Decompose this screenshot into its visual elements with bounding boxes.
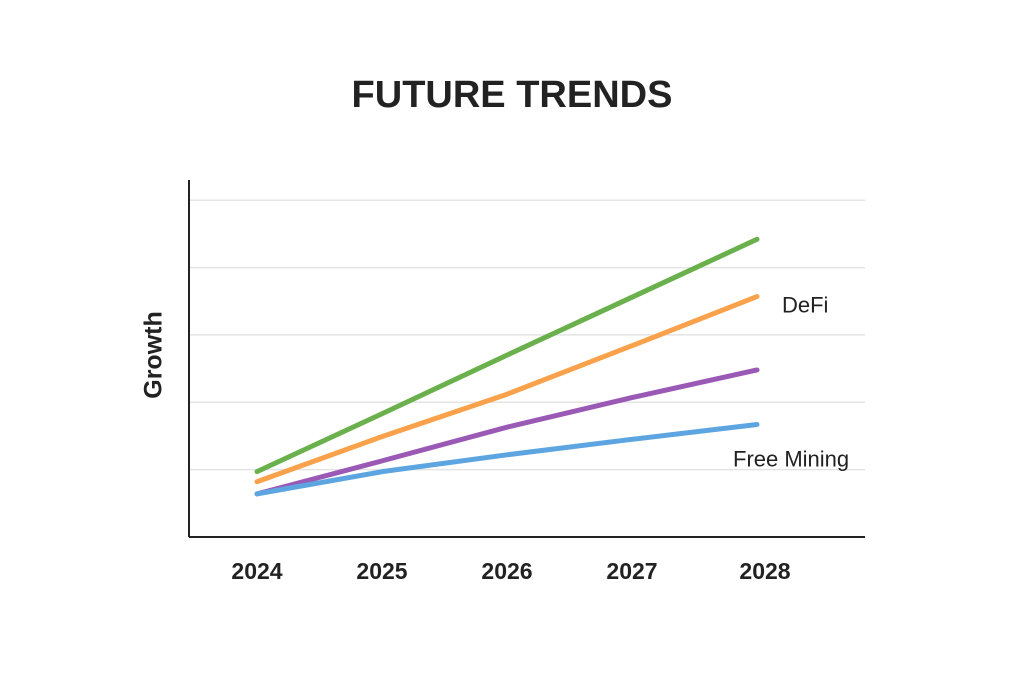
series-line (254, 367, 760, 497)
x-tick-label: 2025 (356, 558, 407, 584)
series-label: Free Mining (733, 446, 849, 471)
x-tick-label: 2024 (231, 558, 282, 584)
x-tick-label: 2028 (739, 558, 790, 584)
series-label: DeFi (782, 292, 828, 317)
x-tick-label: 2026 (481, 558, 532, 584)
grid (189, 199, 865, 471)
chart-title: FUTURE TRENDS (352, 74, 673, 116)
series-line (254, 294, 760, 485)
series-line (254, 422, 760, 497)
y-axis-label: Growth (140, 311, 168, 399)
x-tick-label: 2027 (606, 558, 657, 584)
series-line (254, 236, 760, 475)
